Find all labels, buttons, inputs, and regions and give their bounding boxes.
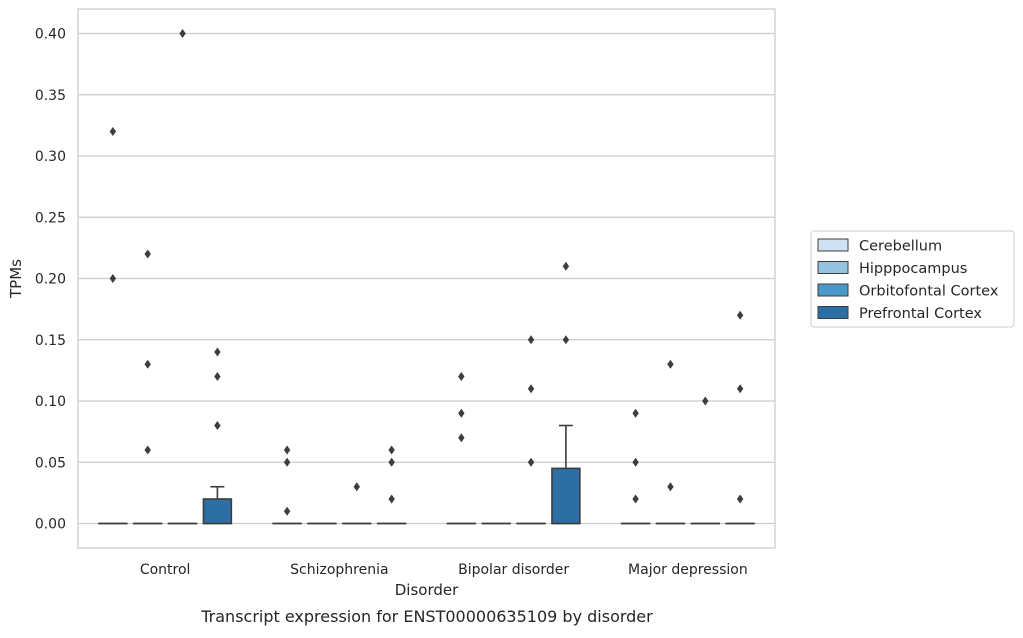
outlier-point xyxy=(632,409,638,418)
y-axis-label: TPMs xyxy=(7,259,25,299)
outliers-layer xyxy=(110,29,744,516)
legend-label: Hipppocampus xyxy=(859,261,967,277)
outlier-point xyxy=(737,495,743,504)
y-tick-label: 0.05 xyxy=(35,455,66,471)
y-tick-label: 0.00 xyxy=(35,517,66,533)
x-tick-label: Bipolar disorder xyxy=(458,562,569,578)
outlier-point xyxy=(110,127,116,136)
y-tick-label: 0.20 xyxy=(35,272,66,288)
x-tick-label: Control xyxy=(140,562,191,578)
outlier-point xyxy=(110,274,116,283)
outlier-point xyxy=(458,433,464,442)
y-tick-label: 0.40 xyxy=(35,27,66,43)
outlier-point xyxy=(284,446,290,455)
outlier-point xyxy=(214,421,220,430)
y-tick-label: 0.15 xyxy=(35,333,66,349)
outlier-point xyxy=(214,372,220,381)
outlier-point xyxy=(632,458,638,467)
outlier-point xyxy=(179,29,185,38)
outlier-point xyxy=(528,458,534,467)
legend: Cerebellum Hipppocampus Orbitofontal Corte… xyxy=(811,231,1014,327)
x-axis-label: Disorder xyxy=(395,581,459,599)
legend-swatch xyxy=(818,239,848,251)
outlier-point xyxy=(702,397,708,406)
y-tick-label: 0.30 xyxy=(35,149,66,165)
outlier-point xyxy=(458,409,464,418)
outlier-point xyxy=(284,507,290,516)
legend-label: Cerebellum xyxy=(859,239,942,255)
outlier-point xyxy=(737,384,743,393)
outlier-point xyxy=(145,446,151,455)
outlier-point xyxy=(667,360,673,369)
legend-swatch xyxy=(818,284,848,296)
outlier-point xyxy=(388,458,394,467)
chart-caption: Transcript expression for ENST0000063510… xyxy=(200,607,653,626)
y-tick-label: 0.25 xyxy=(35,210,66,226)
x-tick-label: Schizophrenia xyxy=(290,562,388,578)
outlier-point xyxy=(354,482,360,491)
gridlines xyxy=(78,34,775,524)
legend-label: Orbitofontal Cortex xyxy=(859,284,999,300)
legend-label: Prefrontal Cortex xyxy=(859,306,982,322)
outlier-point xyxy=(528,335,534,344)
legend-swatch xyxy=(818,262,848,274)
outlier-point xyxy=(737,311,743,320)
y-tick-label: 0.10 xyxy=(35,394,66,410)
outlier-point xyxy=(145,250,151,259)
outlier-point xyxy=(528,384,534,393)
box-body xyxy=(552,468,580,523)
outlier-point xyxy=(667,482,673,491)
box-body xyxy=(203,499,231,524)
x-tick-label: Major depression xyxy=(628,562,748,578)
outlier-point xyxy=(388,446,394,455)
legend-swatch xyxy=(818,307,848,319)
outlier-point xyxy=(563,262,569,271)
box-prefrontal-cortex xyxy=(203,487,231,524)
box-prefrontal-cortex xyxy=(552,426,580,524)
outlier-point xyxy=(458,372,464,381)
y-tick-label: 0.35 xyxy=(35,88,66,104)
outlier-point xyxy=(632,495,638,504)
outlier-point xyxy=(388,495,394,504)
outlier-point xyxy=(145,360,151,369)
outlier-point xyxy=(214,348,220,357)
outlier-point xyxy=(284,458,290,467)
y-tick-labels: 0.00 0.05 0.10 0.15 0.20 0.25 0.30 0.35 0.40 xyxy=(35,27,66,533)
x-tick-labels: Control Schizophrenia Bipolar disorder Majo… xyxy=(140,562,748,578)
outlier-point xyxy=(563,335,569,344)
boxes-layer xyxy=(99,426,754,524)
